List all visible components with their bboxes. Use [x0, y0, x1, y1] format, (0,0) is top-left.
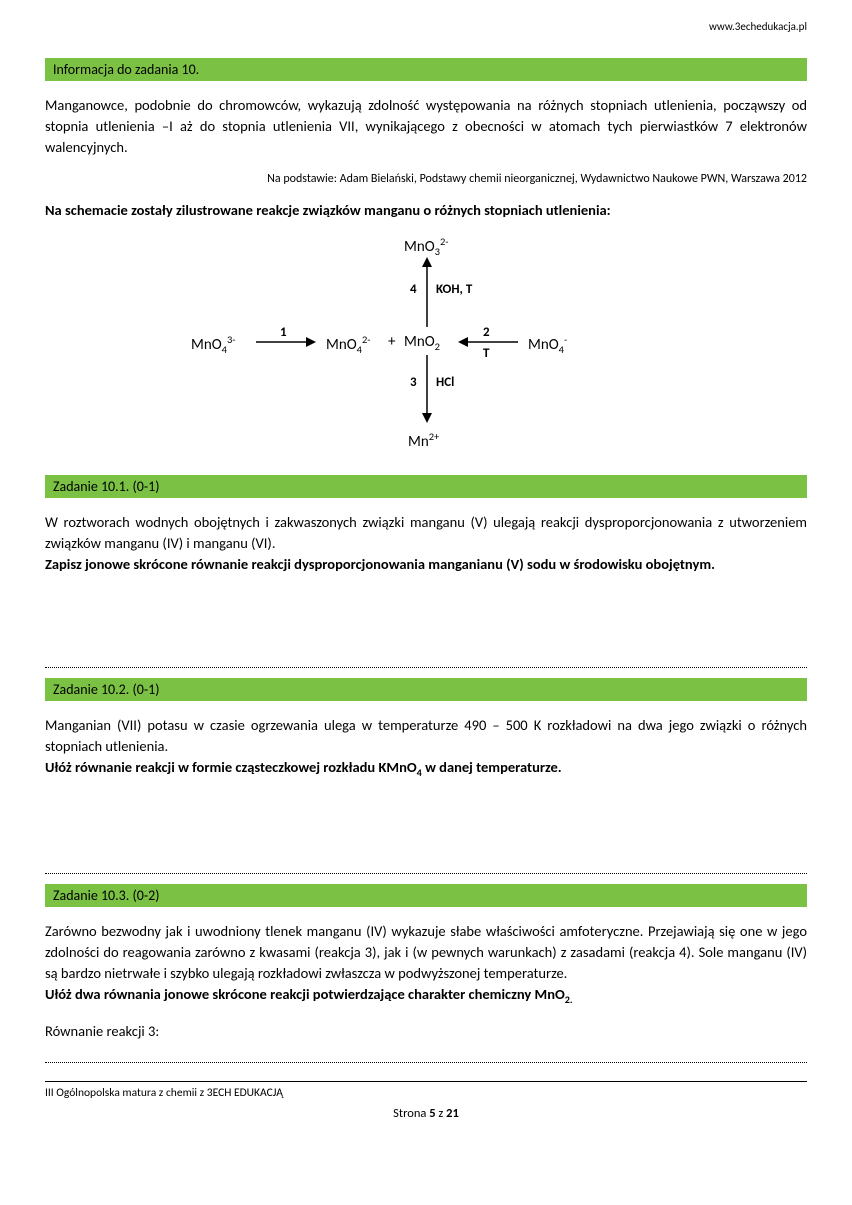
label-3: 3	[410, 375, 417, 390]
node-left-base: MnO	[191, 336, 222, 354]
page-mid: z	[436, 1106, 447, 1121]
page-container: www.3echedukacja.pl Informacja do zadani…	[0, 0, 852, 1205]
task-10-2-bold-pre: Ułóż równanie reakcji w formie cząsteczk…	[45, 758, 417, 776]
task-10-3-para: Zarówno bezwodny jak i uwodniony tlenek …	[45, 921, 807, 1008]
task-10-2-bold-post: w danej temperaturze.	[422, 758, 562, 776]
task-10-1-header: Zadanie 10.1. (0-1)	[45, 475, 807, 498]
node-center-sub: 2	[435, 340, 440, 353]
arrow-2	[458, 341, 518, 343]
node-mid1: MnO42-	[326, 333, 371, 356]
task-10-3-header: Zadanie 10.3. (0-2)	[45, 884, 807, 907]
task-10-2-header: Zadanie 10.2. (0-1)	[45, 678, 807, 701]
task-10-2-para: Manganian (VII) potasu w czasie ogrzewan…	[45, 715, 807, 781]
citation-text: Na podstawie: Adam Bielański, Podstawy c…	[45, 172, 807, 186]
label-1: 1	[280, 325, 287, 340]
node-bottom-sup: 2+	[429, 430, 440, 443]
plus-sign: +	[388, 333, 395, 351]
node-top: MnO32-	[404, 235, 449, 258]
label-2: 2	[483, 325, 490, 340]
task-10-2-para-text: Manganian (VII) potasu w czasie ogrzewan…	[45, 716, 807, 755]
footer-separator: III Ogólnopolska matura z chemii z 3ECH …	[45, 1081, 807, 1121]
task-10-1-bold: Zapisz jonowe skrócone równanie reakcji …	[45, 555, 715, 573]
intro-paragraph: Manganowce, podobnie do chromowców, wyka…	[45, 95, 807, 158]
node-right-base: MnO	[528, 336, 559, 354]
node-right: MnO4-	[528, 333, 567, 356]
reaction-diagram: MnO32- 4 KOH, T MnO43- 1 MnO42- + MnO2	[176, 235, 676, 465]
label-4-cond: KOH, T	[436, 282, 472, 297]
label-4: 4	[410, 282, 417, 297]
arrow-4	[426, 257, 428, 327]
answer-gap-2	[45, 795, 807, 833]
arrow-1	[256, 341, 316, 343]
node-right-sup: -	[564, 333, 567, 346]
node-top-base: MnO	[404, 238, 435, 256]
task-10-1-para-text: W roztworach wodnych obojętnych i zakwas…	[45, 513, 807, 552]
arrow-3	[426, 355, 428, 423]
answer-line-3	[45, 1062, 807, 1063]
footer-text: III Ogólnopolska matura z chemii z 3ECH …	[45, 1086, 807, 1100]
answer-gap-1	[45, 589, 807, 627]
page-tot: 21	[446, 1106, 459, 1121]
node-top-sup: 2-	[440, 235, 449, 248]
eq3-label: Równanie reakcji 3:	[45, 1021, 807, 1042]
page-pre: Strona	[393, 1106, 429, 1121]
task-10-2-bold: Ułóż równanie reakcji w formie cząsteczk…	[45, 758, 562, 776]
answer-line-2	[45, 873, 807, 874]
task-10-3-para-text: Zarówno bezwodny jak i uwodniony tlenek …	[45, 922, 807, 982]
task-10-3-bold-sub: 2.	[565, 993, 573, 1006]
page-number: Strona 5 z 21	[45, 1106, 807, 1121]
node-center: MnO2	[404, 333, 440, 353]
task-10-3-bold-pre: Ułóż dwa równania jonowe skrócone reakcj…	[45, 985, 565, 1003]
site-url: www.3echedukacja.pl	[45, 20, 807, 33]
label-2-cond: T	[483, 346, 489, 361]
node-left: MnO43-	[191, 333, 236, 356]
node-bottom: Mn2+	[408, 430, 439, 451]
task-10-3-bold: Ułóż dwa równania jonowe skrócone reakcj…	[45, 985, 573, 1003]
node-mid1-sup: 2-	[362, 333, 371, 346]
node-left-sup: 3-	[227, 333, 236, 346]
info-header-bar: Informacja do zadania 10.	[45, 58, 807, 81]
label-3-cond: HCl	[436, 375, 454, 390]
node-bottom-base: Mn	[408, 433, 429, 451]
node-mid1-base: MnO	[326, 336, 357, 354]
task-10-1-para: W roztworach wodnych obojętnych i zakwas…	[45, 512, 807, 575]
scheme-intro: Na schemacie zostały zilustrowane reakcj…	[45, 200, 807, 221]
answer-line-1	[45, 667, 807, 668]
node-center-base: MnO	[404, 333, 435, 351]
